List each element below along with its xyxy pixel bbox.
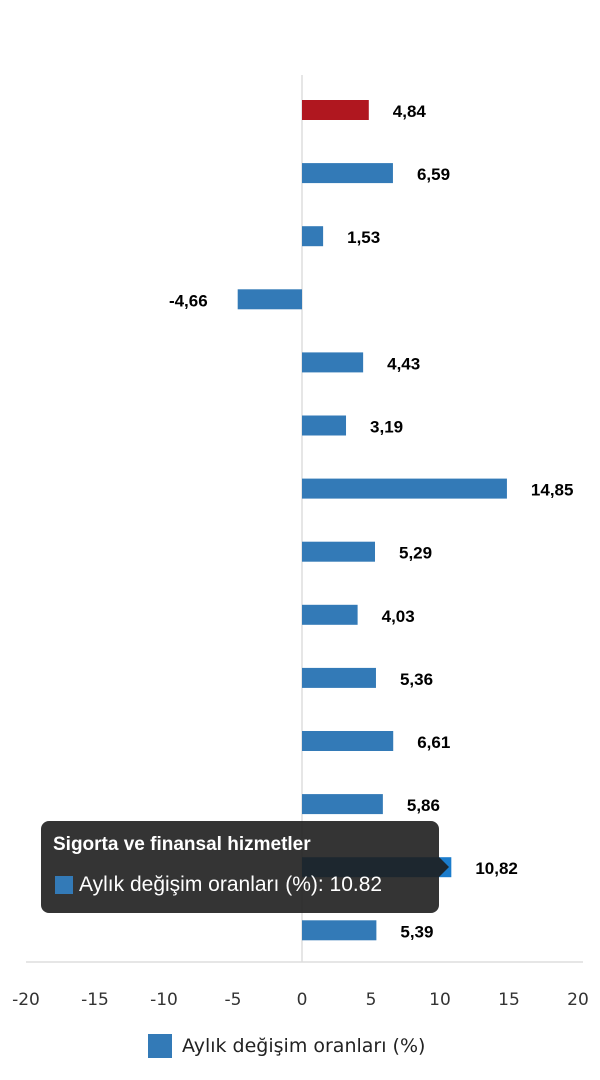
bar[interactable] — [302, 604, 358, 625]
bar[interactable] — [302, 478, 507, 499]
data-label: 14,85 — [531, 481, 574, 500]
tooltip-swatch — [55, 876, 73, 894]
legend-swatch — [148, 1034, 172, 1058]
tooltip: Sigorta ve finansal hizmetler Aylık deği… — [41, 821, 449, 913]
data-label: 3,19 — [370, 418, 403, 437]
legend-label: Aylık değişim oranları (%) — [182, 1035, 426, 1057]
data-label: 6,61 — [417, 733, 450, 752]
x-tick-label: 0 — [297, 990, 308, 1010]
legend-item[interactable]: Aylık değişim oranları (%) — [148, 1034, 425, 1058]
data-label: 5,86 — [407, 796, 440, 815]
x-tick-label: 20 — [567, 990, 589, 1010]
x-tick-label: -10 — [150, 990, 178, 1010]
data-label: -4,66 — [169, 291, 208, 310]
x-tick-label: -15 — [81, 990, 109, 1010]
bar[interactable] — [302, 100, 369, 120]
bar[interactable] — [302, 352, 364, 373]
bar[interactable] — [302, 794, 383, 815]
tooltip-arrow — [439, 857, 449, 877]
bar[interactable] — [302, 920, 377, 941]
data-label: 4,03 — [382, 607, 415, 626]
bar[interactable] — [302, 226, 324, 247]
data-label: 4,84 — [393, 102, 427, 121]
data-label: 1,53 — [347, 228, 380, 247]
data-label: 5,36 — [400, 670, 433, 689]
data-label: 10,82 — [475, 859, 518, 878]
data-label: 5,39 — [400, 922, 433, 941]
data-label: 6,59 — [417, 165, 450, 184]
bar[interactable] — [237, 289, 302, 310]
bar[interactable] — [302, 541, 376, 562]
x-tick-label: -20 — [12, 990, 40, 1010]
tooltip-row: Aylık değişim oranları (%): 10.82 — [55, 873, 382, 897]
x-tick-label: 5 — [366, 990, 377, 1010]
x-tick-label: 15 — [498, 990, 520, 1010]
bar[interactable] — [302, 415, 347, 436]
bar[interactable] — [302, 163, 393, 184]
tooltip-value: Aylık değişim oranları (%): 10.82 — [79, 873, 383, 896]
data-label: 4,43 — [387, 354, 420, 373]
data-label: 5,29 — [399, 544, 432, 563]
bar[interactable] — [302, 667, 376, 688]
x-tick-label: -5 — [225, 990, 242, 1010]
tooltip-title: Sigorta ve finansal hizmetler — [53, 834, 311, 855]
x-tick-label: 10 — [429, 990, 451, 1010]
bar[interactable] — [302, 731, 394, 751]
